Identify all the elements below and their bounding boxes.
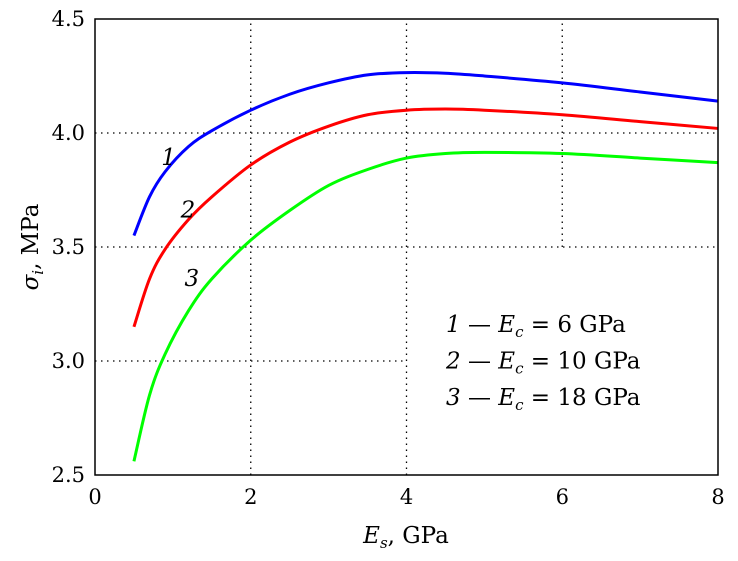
curve-labels: 12 3	[161, 145, 199, 292]
series-line-1	[132, 70, 719, 237]
series-line-2	[132, 107, 719, 328]
x-tick-label: 0	[88, 485, 101, 509]
legend-entry: 2 — Ec = 10 GPa	[445, 349, 641, 378]
legend-entry: 3 — Ec = 18 GPa	[446, 385, 641, 414]
x-tick-label: 6	[556, 485, 569, 509]
curve-label: 2	[180, 197, 196, 223]
legend-entry: 1 — Ec = 6 GPa	[446, 312, 626, 341]
series-line-3	[132, 150, 719, 462]
x-tick-label: 8	[711, 485, 724, 509]
x-ticks: 0 2 4 6 8	[88, 485, 724, 509]
plot-frame	[94, 18, 719, 476]
x-axis-label: Es, GPa	[362, 523, 449, 552]
y-tick-label: 2.5	[52, 463, 85, 487]
y-ticks: 2.5 3.0 3.5 4.0 4.5	[52, 7, 85, 487]
x-tick-label: 2	[244, 485, 257, 509]
y-axis-label: σi, MPa	[18, 203, 47, 290]
series-group	[132, 70, 719, 462]
y-tick-label: 3.0	[52, 349, 85, 373]
y-tick-label: 4.0	[52, 121, 85, 145]
legend: 1 — Ec = 6 GPa 2 — Ec = 10 GPa 3 — Ec = 18…	[445, 312, 641, 414]
y-tick-label: 3.5	[52, 235, 85, 259]
y-tick-label: 4.5	[52, 7, 85, 31]
curve-label: 1	[161, 145, 176, 171]
x-tick-label: 4	[400, 485, 413, 509]
grid	[95, 19, 718, 475]
curve-label: 3	[185, 266, 200, 292]
